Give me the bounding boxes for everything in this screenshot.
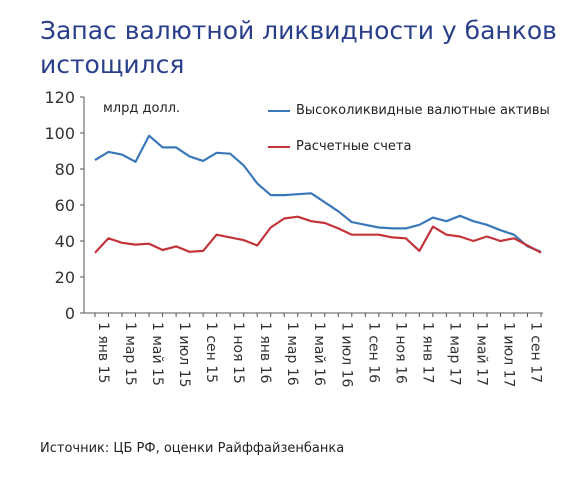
x-tick-label: 1 сен 15: [203, 322, 219, 383]
chart-title: Запас валютной ликвидности у банков исто…: [40, 16, 557, 79]
x-tick-label: 1 май 15: [149, 322, 165, 386]
y-tick-label: 20: [55, 268, 75, 287]
legend-label-series-1: Высоколиквидные валютные активы: [296, 103, 550, 118]
x-tick-label: 1 ноя 15: [230, 322, 246, 384]
units-label: млрд долл.: [103, 101, 181, 116]
x-tick-label: 1 июл 17: [500, 322, 516, 387]
source-note: Источник: ЦБ РФ, оценки Райффайзенбанка: [40, 441, 345, 456]
x-tick-label: 1 янв 17: [419, 322, 435, 383]
x-tick-label: 1 июл 16: [338, 322, 354, 388]
x-tick-label: 1 сен 17: [527, 322, 543, 383]
x-tick-label: 1 ноя 16: [392, 322, 408, 384]
x-tick-label: 1 май 17: [473, 322, 489, 386]
legend-swatch-series-1: [268, 109, 290, 112]
y-tick-label: 40: [55, 232, 75, 251]
y-tick-label: 60: [55, 196, 75, 215]
x-tick-label: 1 мар 17: [446, 322, 462, 386]
legend-swatch-series-2: [268, 145, 290, 148]
y-tick-label: 80: [55, 160, 75, 179]
x-tick-label: 1 янв 15: [95, 322, 111, 383]
x-tick-label: 1 сен 16: [365, 322, 381, 383]
series-line-1: [94, 134, 542, 253]
y-tick-label: 0: [65, 304, 75, 323]
legend-label-series-2: Расчетные счета: [296, 139, 412, 154]
x-tick-label: 1 май 16: [311, 322, 327, 386]
legend-item-series-1: Высоколиквидные валютные активы: [268, 103, 550, 118]
x-tick-label: 1 мар 16: [284, 322, 300, 386]
legend-item-series-2: Расчетные счета: [268, 139, 411, 154]
x-tick-label: 1 мар 15: [122, 322, 138, 386]
series-line-2: [94, 215, 542, 254]
x-tick-label: 1 янв 16: [257, 322, 273, 384]
y-tick-label: 100: [44, 124, 75, 143]
x-tick-label: 1 июл 15: [176, 322, 192, 387]
y-tick-label: 120: [44, 88, 75, 107]
